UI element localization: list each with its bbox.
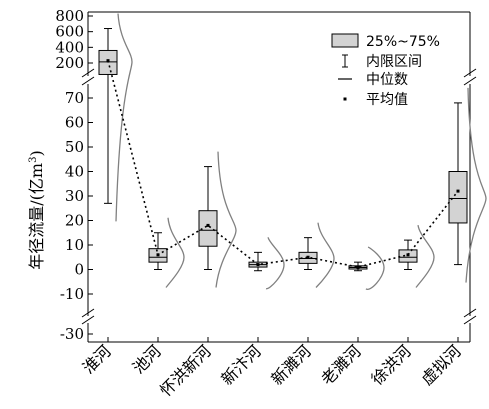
distribution-curves [115,13,487,290]
y-tick-label: 10 [65,236,84,254]
legend-label: 平均值 [366,92,408,108]
box [448,171,468,224]
mean-dot [206,223,210,227]
distribution-curve [115,13,133,222]
y-tick-label: 800 [55,7,84,25]
mean-dot [106,59,110,63]
axis-break-mark [81,308,95,318]
distribution-curve [215,151,237,288]
axis-break-mark [81,315,95,325]
legend-box-symbol [331,33,359,48]
x-tick-label: 虚拟河 [417,341,464,388]
x-tick-label: 新濉河 [267,341,314,388]
distribution-curve [265,237,285,290]
y-tick-label: 70 [65,89,84,107]
axis-break-mark [463,315,477,325]
axis-break-mark [463,68,477,78]
y-tick-label: 200 [55,54,84,72]
y-tick-label: 600 [55,23,84,41]
mean-dot [356,265,360,269]
axis-break-mark [81,68,95,78]
distribution-curve [315,222,335,288]
x-tick-label: 淮河 [79,341,115,377]
distribution-curve [465,87,487,283]
mean-dot [456,189,460,193]
axis-break-mark [463,76,477,86]
x-tick-label: 徐洪河 [367,341,414,388]
y-tick-label: -10 [60,285,84,303]
y-tick-label: 30 [65,187,84,205]
y-tick-label: 400 [55,38,84,56]
mean-dotted-line [107,60,459,268]
x-tick-label: 怀洪新河 [156,341,215,400]
mean-dot [156,253,160,257]
distribution-curve [415,224,435,288]
boxes [98,49,468,270]
y-tick-label: 40 [65,163,84,181]
x-tick-label: 新汴河 [217,341,264,388]
distribution-curve [365,246,385,290]
distribution-curve [165,217,185,288]
mean-line [106,59,460,269]
legend-label: 内限区间 [366,54,422,70]
y-tick-label: 0 [74,261,84,279]
mean-dot [306,255,310,259]
axis-break-mark [463,308,477,318]
x-tick-label: 老濉河 [317,341,364,388]
axis-break-mark [81,76,95,86]
y-tick-label: 50 [65,138,84,156]
y-tick-label: 60 [65,114,84,132]
legend-mean-symbol [343,97,347,101]
x-tick-label: 池河 [129,341,165,377]
mean-dot [406,253,410,257]
y-tick-label: 20 [65,212,84,230]
mean-dot [256,263,260,267]
legend-label: 中位数 [366,72,408,88]
box [198,210,218,247]
y-axis-title: 年径流量/(亿m3) [27,150,46,269]
legend-label: 25%~75% [366,34,440,50]
y-tick-label: -30 [60,325,84,343]
